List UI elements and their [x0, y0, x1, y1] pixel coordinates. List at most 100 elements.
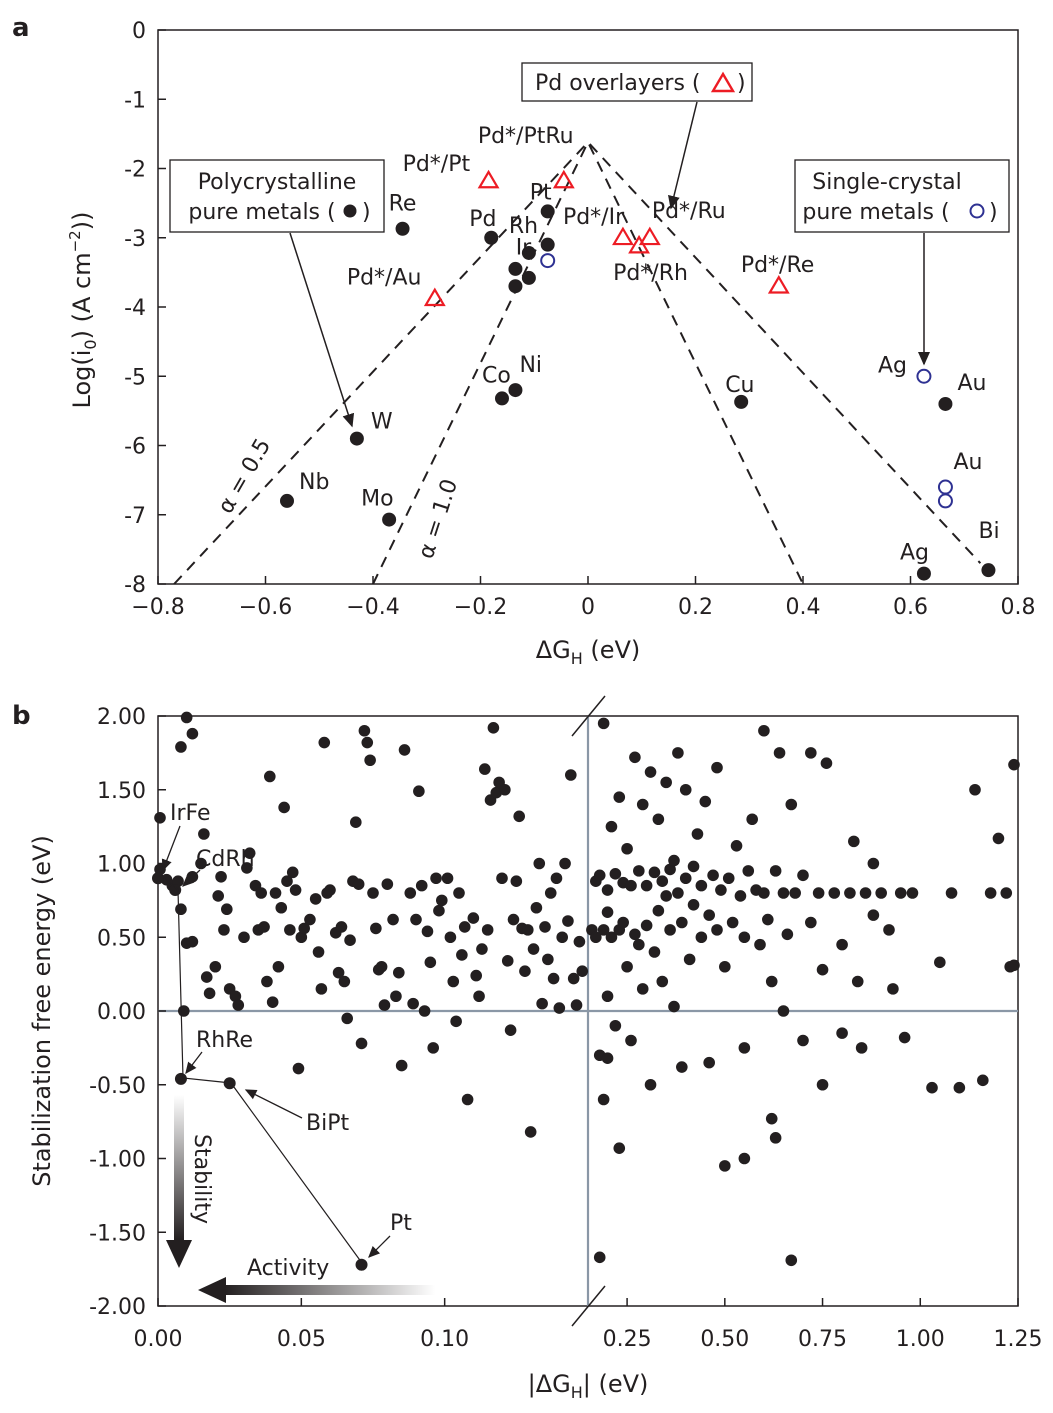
data-point [695, 879, 708, 892]
svg-text:pure metals (: pure metals ( [188, 200, 335, 225]
data-point [613, 1142, 626, 1154]
data-point [758, 724, 770, 737]
data-point [640, 879, 653, 892]
data-point [934, 956, 946, 969]
data-point [1008, 758, 1020, 771]
data-point [332, 966, 345, 979]
activity-label: Activity [247, 1256, 329, 1281]
stability-arrow [166, 1095, 192, 1268]
data-point [656, 875, 669, 887]
data-point [436, 894, 448, 907]
data-point [711, 761, 723, 774]
point-pd [484, 230, 499, 245]
data-point [398, 744, 411, 756]
data-point [295, 931, 308, 944]
data-point [797, 1034, 809, 1047]
x-tick-label: 1.00 [896, 1327, 945, 1352]
x-tick-label: 0.05 [277, 1327, 326, 1352]
data-point [573, 935, 586, 948]
data-point [754, 938, 766, 951]
x-tick-label: 0.75 [798, 1327, 847, 1352]
arrow-cdrh [182, 869, 201, 887]
y-tick-label: 0 [132, 19, 146, 44]
label-point-pd-rh: Pd*/Rh [613, 261, 688, 286]
point-ag [916, 368, 932, 384]
data-point [785, 798, 798, 811]
data-point [542, 953, 554, 966]
data-point [644, 1078, 657, 1091]
data-point [726, 916, 739, 929]
arrow-pt [368, 1235, 391, 1258]
data-point [875, 887, 887, 899]
label-point-w: W [371, 410, 393, 435]
y-tick-label: -6 [124, 435, 146, 460]
data-point [513, 810, 525, 823]
data-point [977, 1074, 989, 1087]
y-tick-label: -1.00 [89, 1148, 146, 1173]
panel-a-letter: a [12, 13, 30, 43]
y-tick-label: -3 [124, 227, 146, 252]
data-point [851, 975, 864, 988]
label-point-pd-au: Pd*/Au [347, 266, 422, 291]
data-point [567, 972, 580, 985]
data-point [524, 1126, 537, 1138]
data-point [404, 887, 417, 899]
data-point [605, 820, 618, 833]
label-point-ni: Ni [519, 353, 542, 378]
data-point [789, 887, 801, 899]
data-point [703, 1056, 715, 1069]
label-point-au: Au [957, 371, 986, 396]
data-point [797, 869, 809, 882]
data-point [292, 1062, 305, 1075]
data-point [648, 866, 661, 879]
y-axis-title: Log(i0) (A cm−2)) [66, 212, 100, 409]
x-tick-label: 0.2 [678, 595, 713, 620]
data-point [395, 1059, 408, 1072]
point-unlabelled [508, 261, 523, 276]
panel-b: 0.00 0.05 0.10 0.25 0.50 0.75 1.00 1.25 2.00 1.5… [28, 695, 1042, 1402]
single-legend-box: Single-crystal pure metals ( ) [794, 159, 1010, 233]
x-ticks: 0.00 0.05 0.10 0.25 0.50 0.75 1.00 1.25 [134, 1298, 1042, 1352]
data-point [284, 924, 296, 936]
data-point [562, 915, 574, 927]
data-point [318, 736, 331, 749]
axis-break-mark-top [571, 695, 606, 737]
data-point [676, 1061, 688, 1073]
label-point-nb: Nb [299, 470, 329, 495]
data-point [510, 875, 523, 887]
data-point [390, 990, 402, 1003]
data-point [859, 887, 872, 899]
data-point [687, 860, 700, 873]
data-point [805, 916, 817, 929]
data-point [261, 975, 273, 988]
volcano-line-2 [372, 139, 804, 585]
data-point [738, 1152, 751, 1165]
data-point [633, 938, 645, 951]
data-point [660, 776, 672, 789]
data-point [476, 943, 488, 955]
x-tick-label: 0.4 [786, 595, 821, 620]
data-point [393, 966, 405, 979]
data-point [444, 931, 457, 944]
overlayer-legend-box: Pd overlayers ( ) [521, 62, 753, 102]
data-point [243, 847, 256, 859]
panel-a-points [280, 169, 996, 581]
data-point [556, 931, 568, 944]
data-point [209, 960, 222, 973]
data-point [816, 963, 829, 976]
data-point [456, 949, 468, 961]
point-pd-au [423, 287, 446, 307]
svg-text:): ) [362, 200, 371, 225]
label-point-mo: Mo [361, 487, 393, 512]
data-point [734, 890, 747, 902]
data-point [536, 997, 548, 1010]
data-point [501, 955, 514, 967]
data-point [785, 1254, 798, 1267]
x-axis-title: ΔGH (eV) [536, 636, 641, 668]
data-point [241, 862, 253, 874]
label-point-pd-pt: Pd*/Pt [403, 152, 471, 177]
data-point [597, 924, 610, 936]
label-point-pd-ptru: Pd*/PtRu [478, 124, 574, 149]
svg-text:Polycrystalline: Polycrystalline [198, 170, 357, 195]
data-point [758, 887, 770, 899]
